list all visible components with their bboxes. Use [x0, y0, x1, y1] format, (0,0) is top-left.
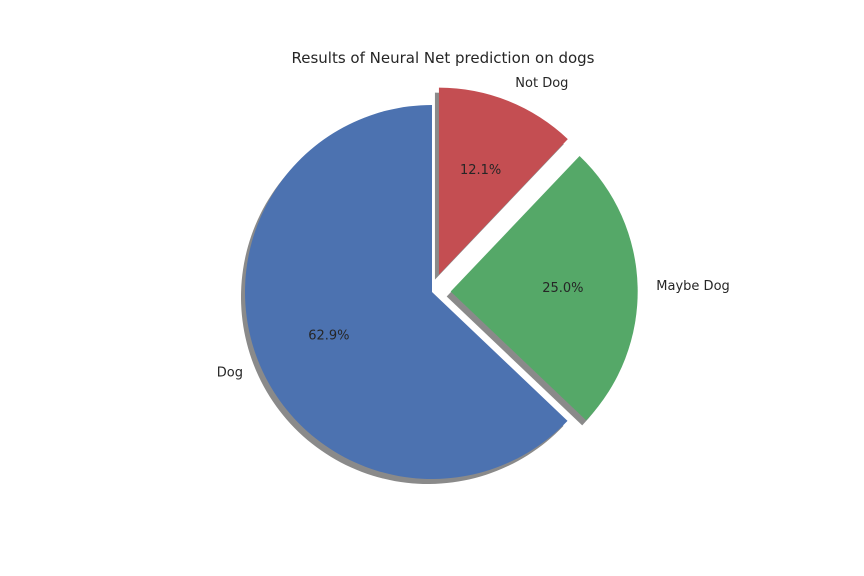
- slice-not-dog: [438, 87, 568, 275]
- slice-label-not-dog: Not Dog: [515, 76, 568, 91]
- chart-title: Results of Neural Net prediction on dogs: [291, 49, 594, 67]
- slice-dog: [244, 105, 568, 479]
- percent-label-maybe-dog: 25.0%: [542, 281, 583, 296]
- percent-label-dog: 62.9%: [308, 329, 349, 344]
- percent-label-not-dog: 12.1%: [460, 163, 501, 178]
- slice-labels: Dog Maybe Dog Not Dog: [217, 76, 730, 381]
- slice-label-dog: Dog: [217, 366, 243, 381]
- percent-labels: 62.9% 25.0% 12.1%: [308, 163, 583, 344]
- slice-maybe-dog: [450, 156, 638, 421]
- slice-label-maybe-dog: Maybe Dog: [656, 279, 729, 294]
- slices: [244, 87, 638, 479]
